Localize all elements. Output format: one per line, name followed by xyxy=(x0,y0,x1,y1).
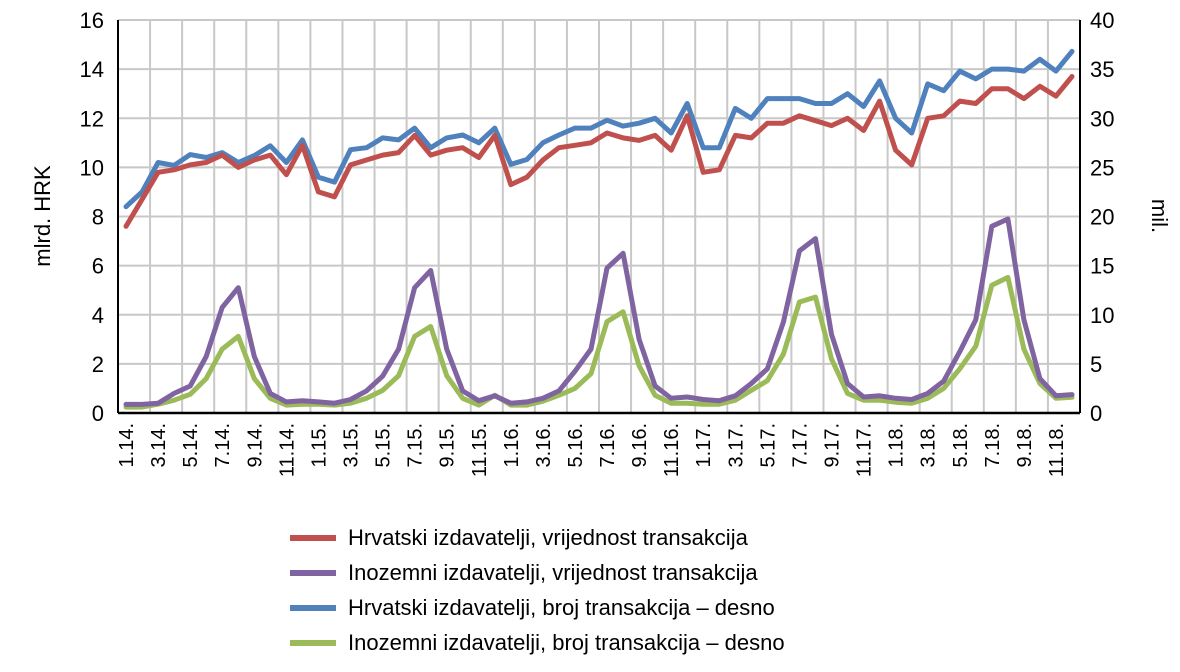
x-tick-label: 5.17. xyxy=(757,423,779,467)
y2-tick-label: 5 xyxy=(1090,352,1102,377)
x-tick-label: 5.16. xyxy=(565,423,587,467)
legend-label: Hrvatski izdavatelji, vrijednost transak… xyxy=(348,524,748,550)
y-tick-label: 6 xyxy=(92,254,104,279)
y2-tick-label: 40 xyxy=(1090,8,1114,33)
legend-swatch xyxy=(290,534,336,541)
y-tick-label: 4 xyxy=(92,303,104,328)
y2-tick-label: 35 xyxy=(1090,57,1114,82)
legend: Hrvatski izdavatelji, vrijednost transak… xyxy=(290,520,785,660)
x-tick-label: 7.14. xyxy=(212,423,234,467)
series-line-1 xyxy=(123,74,1075,229)
legend-label: Hrvatski izdavatelji, broj transakcija –… xyxy=(348,594,775,620)
legend-swatch xyxy=(290,569,336,576)
x-tick-label: 9.15. xyxy=(437,423,459,467)
x-tick-label: 5.14. xyxy=(180,423,202,467)
x-tick-label: 7.18. xyxy=(982,423,1004,467)
y-tick-label: 0 xyxy=(92,401,104,426)
y-tick-label: 10 xyxy=(80,155,104,180)
series-line-2 xyxy=(123,216,1075,407)
series-line-3 xyxy=(123,48,1075,210)
x-tick-label: 3.18. xyxy=(918,423,940,467)
x-tick-label: 11.17. xyxy=(854,423,876,477)
y-axis-label: mlrd. HRK xyxy=(30,165,55,267)
x-tick-label: 9.18. xyxy=(1014,423,1036,467)
x-tick-label: 5.15. xyxy=(373,423,395,467)
x-tick-label: 1.15. xyxy=(308,423,330,467)
x-tick-label: 11.15. xyxy=(469,423,491,477)
axes: 0 2 4 6 8 10 12 14 16 0 5 10 15 20 25 30 35 40 1.14. 3.14. 5… xyxy=(80,8,1115,477)
x-tick-label: 11.16. xyxy=(661,423,683,477)
legend-item: Inozemni izdavatelji, vrijednost transak… xyxy=(290,555,785,590)
y-tick-label: 2 xyxy=(92,352,104,377)
legend-label: Inozemni izdavatelji, vrijednost transak… xyxy=(348,559,758,585)
x-tick-label: 5.18. xyxy=(950,423,972,467)
x-tick-label: 1.14. xyxy=(116,423,138,467)
series-line-4 xyxy=(123,274,1075,410)
x-tick-label: 3.16. xyxy=(533,423,555,467)
x-tick-label: 9.17. xyxy=(821,423,843,467)
y2-axis-label: mil. xyxy=(1147,199,1172,233)
legend-swatch xyxy=(290,604,336,611)
legend-swatch xyxy=(290,639,336,646)
x-tick-label: 1.18. xyxy=(886,423,908,467)
x-tick-label: 7.17. xyxy=(789,423,811,467)
y-tick-label: 16 xyxy=(80,8,104,33)
y2-tick-label: 30 xyxy=(1090,106,1114,131)
x-tick-label: 1.16. xyxy=(501,423,523,467)
x-tick-label: 1.17. xyxy=(693,423,715,467)
x-tick-label: 3.17. xyxy=(725,423,747,467)
y-tick-label: 12 xyxy=(80,106,104,131)
y-tick-label: 14 xyxy=(80,57,104,82)
y2-tick-label: 20 xyxy=(1090,205,1114,230)
y-tick-label: 8 xyxy=(92,205,104,230)
legend-item: Hrvatski izdavatelji, broj transakcija –… xyxy=(290,590,785,625)
y2-tick-label: 10 xyxy=(1090,303,1114,328)
x-tick-label: 11.14. xyxy=(276,423,298,477)
legend-item: Hrvatski izdavatelji, vrijednost transak… xyxy=(290,520,785,555)
x-tick-label: 7.16. xyxy=(597,423,619,467)
legend-item: Inozemni izdavatelji, broj transakcija –… xyxy=(290,625,785,660)
series-lines xyxy=(123,48,1075,410)
x-tick-label: 3.15. xyxy=(340,423,362,467)
x-tick-label: 3.14. xyxy=(148,423,170,467)
y2-tick-label: 15 xyxy=(1090,254,1114,279)
y2-tick-label: 25 xyxy=(1090,155,1114,180)
x-tick-label: 9.14. xyxy=(244,423,266,467)
x-tick-label: 9.16. xyxy=(629,423,651,467)
x-tick-label: 11.18. xyxy=(1046,423,1068,477)
legend-label: Inozemni izdavatelji, broj transakcija –… xyxy=(348,629,785,655)
y2-tick-label: 0 xyxy=(1090,401,1102,426)
x-tick-label: 7.15. xyxy=(405,423,427,467)
